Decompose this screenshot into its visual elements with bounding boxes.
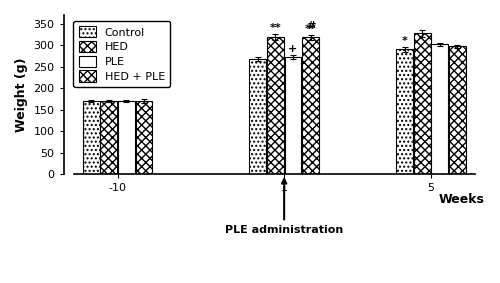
- Text: Weeks: Weeks: [439, 193, 485, 206]
- Text: *: *: [402, 36, 407, 46]
- Bar: [83, 101, 100, 174]
- Text: +: +: [288, 44, 298, 54]
- Bar: [284, 57, 302, 174]
- Y-axis label: Weight (g): Weight (g): [15, 57, 28, 132]
- Bar: [396, 50, 413, 174]
- Bar: [136, 101, 152, 174]
- Bar: [414, 33, 430, 174]
- Bar: [100, 101, 117, 174]
- Text: **: **: [270, 23, 281, 33]
- Bar: [432, 44, 448, 174]
- Text: PLE administration: PLE administration: [225, 179, 344, 235]
- Bar: [302, 37, 319, 174]
- Bar: [267, 37, 283, 174]
- Bar: [449, 46, 466, 174]
- Legend: Control, HED, PLE, HED + PLE: Control, HED, PLE, HED + PLE: [74, 21, 170, 87]
- Text: **: **: [304, 24, 316, 34]
- Text: #: #: [306, 21, 316, 31]
- Bar: [250, 59, 266, 174]
- Bar: [118, 101, 135, 174]
